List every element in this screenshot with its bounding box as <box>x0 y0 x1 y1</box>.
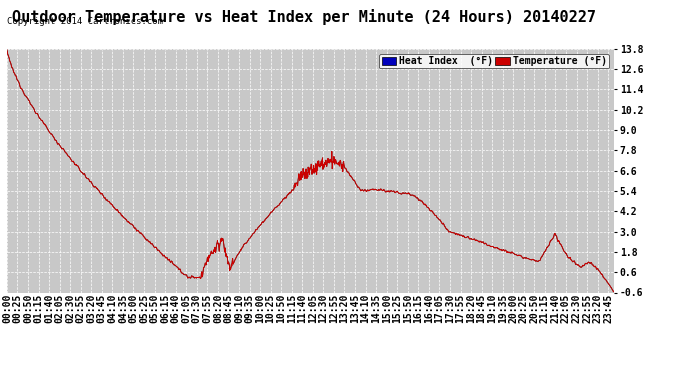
Text: Outdoor Temperature vs Heat Index per Minute (24 Hours) 20140227: Outdoor Temperature vs Heat Index per Mi… <box>12 9 595 26</box>
Legend: Heat Index  (°F), Temperature (°F): Heat Index (°F), Temperature (°F) <box>380 54 609 69</box>
Text: Copyright 2014 Cartronics.com: Copyright 2014 Cartronics.com <box>7 17 163 26</box>
